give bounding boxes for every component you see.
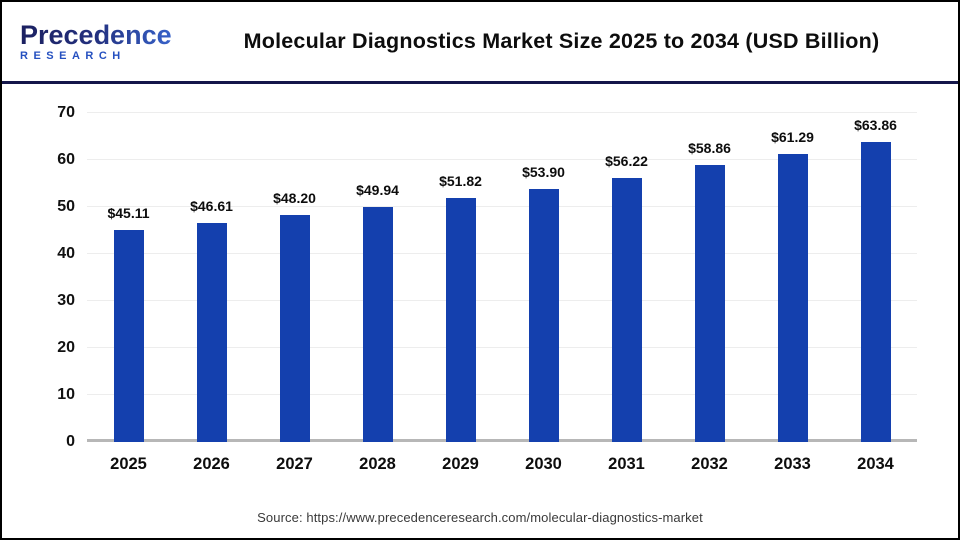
- bar: [196, 222, 227, 442]
- page-title: Molecular Diagnostics Market Size 2025 t…: [243, 29, 880, 53]
- x-axis-tick-label: 2034: [857, 455, 894, 473]
- x-axis-tick-label: 2028: [359, 455, 396, 473]
- gridline: [87, 394, 917, 395]
- x-axis-tick-label: 2025: [110, 455, 147, 473]
- bar: [694, 165, 725, 442]
- bar: [777, 153, 808, 442]
- y-axis-tick-label: 0: [66, 433, 75, 450]
- x-axis-tick-label: 2031: [608, 455, 645, 473]
- bar-value-label: $63.86: [854, 116, 897, 133]
- bar: [611, 177, 642, 442]
- bar-value-label: $56.22: [605, 152, 648, 169]
- y-axis-tick-label: 40: [57, 245, 75, 262]
- logo: Precedence RESEARCH: [20, 21, 185, 62]
- x-axis-line: [87, 439, 917, 442]
- bar: [860, 141, 891, 442]
- x-axis-tick-label: 2026: [193, 455, 230, 473]
- gridline: [87, 347, 917, 348]
- plot-area: 0 10 20 30 40 50 60 70 $45.11 2025 $46.61 2026 $48.2…: [57, 104, 917, 473]
- bar-value-label: $53.90: [522, 163, 565, 180]
- y-axis-tick-label: 20: [57, 339, 75, 356]
- bar: [445, 198, 476, 442]
- y-axis-tick-label: 50: [57, 198, 75, 215]
- bar-value-label: $51.82: [439, 173, 482, 190]
- x-axis-tick-label: 2032: [691, 455, 728, 473]
- logo-subtitle: RESEARCH: [20, 49, 126, 62]
- x-axis-tick-label: 2033: [774, 455, 811, 473]
- x-axis-tick-label: 2027: [276, 455, 313, 473]
- bar-value-label: $61.29: [771, 128, 814, 145]
- gridline: [87, 159, 917, 160]
- bar: [528, 188, 559, 442]
- x-axis-tick-label: 2029: [442, 455, 479, 473]
- header: Precedence RESEARCH Molecular Diagnostic…: [2, 2, 958, 84]
- bar-value-label: $49.94: [356, 182, 399, 199]
- gridline: [87, 112, 917, 113]
- logo-wordmark: Precedence: [20, 21, 185, 49]
- bar-value-label: $58.86: [688, 140, 731, 157]
- bar: [113, 229, 144, 442]
- bar: [279, 215, 310, 442]
- y-axis-tick-label: 70: [57, 104, 75, 121]
- bar-value-label: $45.11: [107, 204, 150, 221]
- bar-value-label: $48.20: [273, 190, 316, 207]
- gridline: [87, 300, 917, 301]
- source-text: Source: https://www.precedenceresearch.c…: [257, 510, 703, 525]
- y-axis-tick-label: 60: [57, 151, 75, 168]
- bar-value-label: $46.61: [190, 197, 233, 214]
- y-axis-tick-label: 10: [57, 386, 75, 403]
- x-axis-tick-label: 2030: [525, 455, 562, 473]
- y-axis-tick-label: 30: [57, 292, 75, 309]
- gridline: [87, 206, 917, 207]
- gridline: [87, 253, 917, 254]
- bar: [362, 207, 393, 442]
